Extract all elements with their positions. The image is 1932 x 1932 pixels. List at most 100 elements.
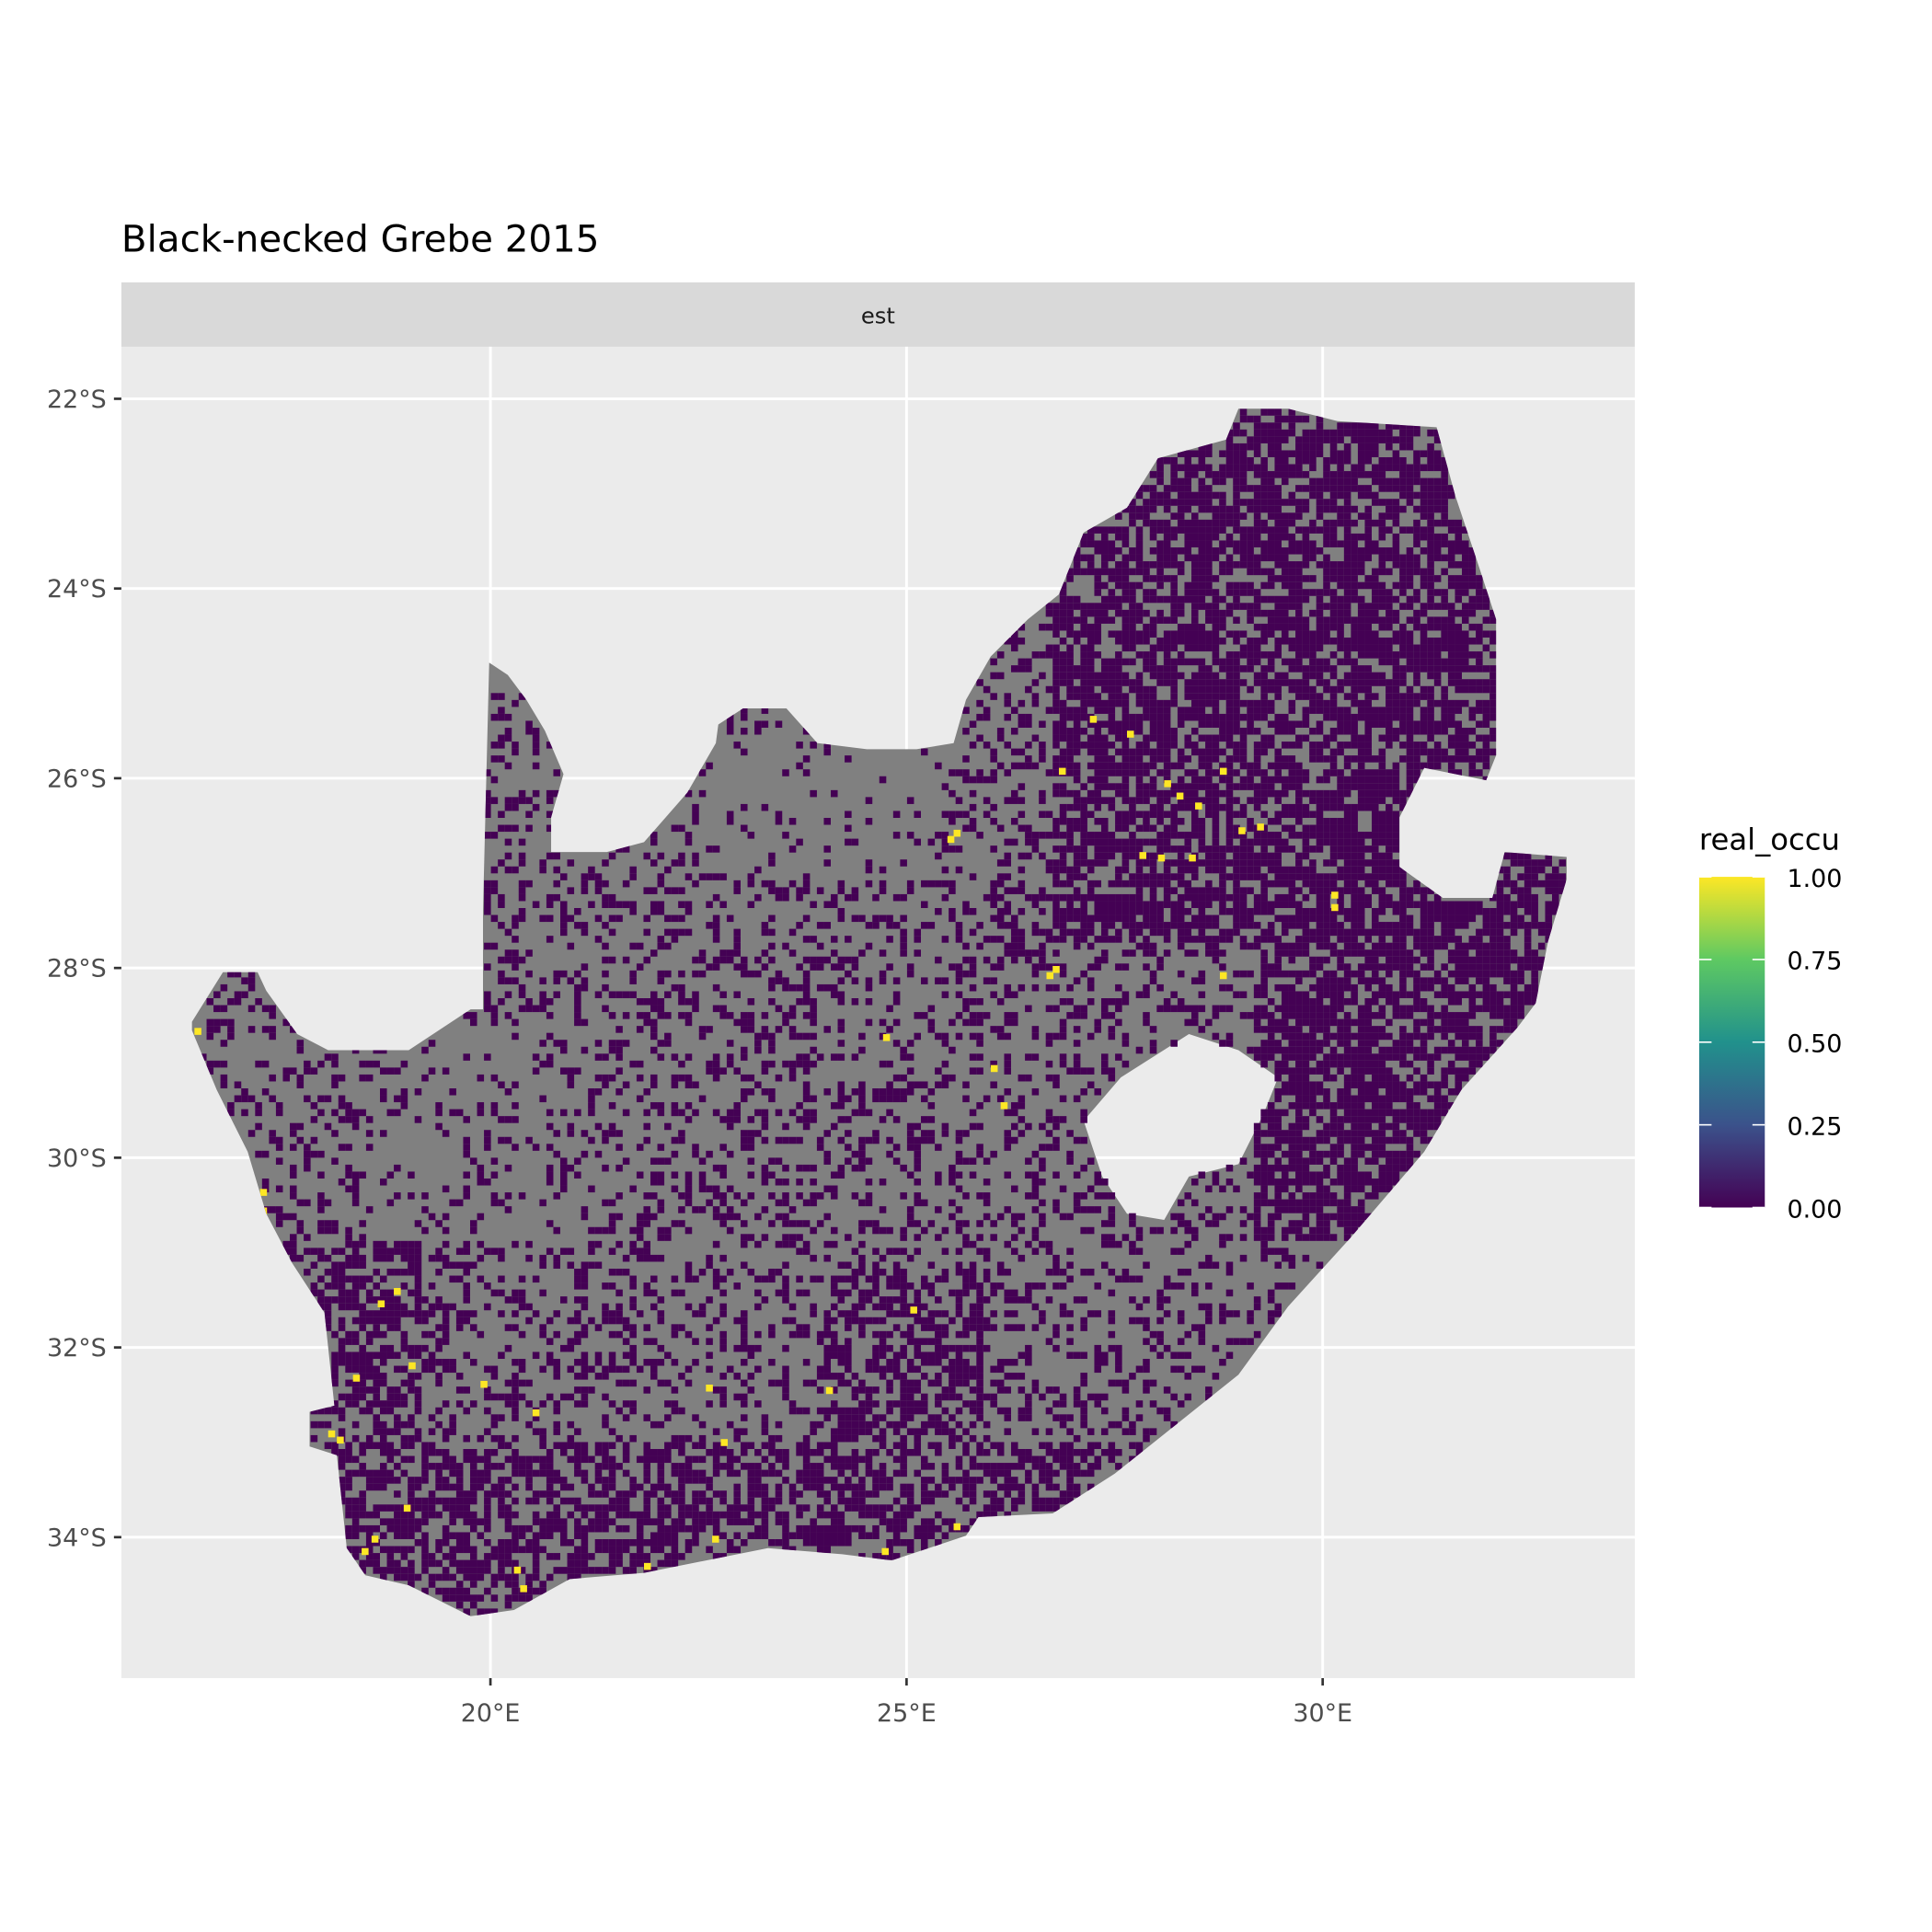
cell-low (1323, 887, 1330, 894)
cell-low (1018, 811, 1026, 818)
cell-low (1052, 832, 1060, 839)
cell-low (1357, 942, 1365, 950)
cell-low (1343, 845, 1351, 853)
cell-low (1219, 526, 1226, 534)
cell-low (1441, 1074, 1448, 1082)
cell-low (1399, 471, 1407, 478)
cell-low (1337, 977, 1344, 984)
cell-low (1239, 429, 1248, 437)
cell-low (1260, 832, 1268, 839)
cell-low (1052, 783, 1060, 790)
cell-low (1073, 873, 1081, 880)
cell-low (1143, 914, 1150, 923)
cell-low (1115, 679, 1122, 686)
cell-low (1343, 1060, 1351, 1068)
cell-low (1274, 963, 1282, 971)
cell-low (484, 963, 491, 971)
cell-low (1378, 776, 1386, 784)
cell-low (1433, 603, 1442, 610)
cell-low (1274, 762, 1282, 770)
cell-low (1433, 1053, 1442, 1061)
cell-low (1386, 734, 1393, 742)
cell-low (1372, 568, 1379, 576)
cell-low (1059, 803, 1067, 811)
cell-low (1219, 499, 1226, 506)
cell-low (1309, 485, 1317, 492)
cell-low (1198, 914, 1206, 923)
cell-low (1351, 477, 1358, 486)
cell-low (1413, 942, 1420, 950)
cell-low (692, 970, 699, 978)
cell-low (1386, 949, 1393, 957)
cell-low (359, 1060, 366, 1068)
cell-low (1129, 922, 1136, 929)
cell-low (1329, 914, 1338, 923)
cell-low (996, 824, 1005, 833)
cell-low (1282, 658, 1289, 666)
cell-low (1378, 789, 1386, 798)
cell-low (1073, 1026, 1081, 1033)
cell-low (1392, 505, 1400, 513)
cell-low (1357, 630, 1365, 638)
cell-low (1447, 1018, 1455, 1027)
cell-low (1372, 720, 1379, 728)
cell-low (1267, 679, 1275, 686)
cell-low (1295, 464, 1303, 472)
cell-low (1309, 859, 1317, 867)
cell-low (1545, 873, 1552, 880)
cell-low (706, 845, 713, 853)
cell-low (1233, 491, 1240, 500)
cell-low (1392, 727, 1400, 735)
cell-low (823, 748, 831, 756)
cell-low (1233, 477, 1240, 486)
cell-low (1309, 464, 1317, 472)
cell-low (1413, 742, 1420, 749)
cell-low (1302, 880, 1310, 888)
cell-low (512, 824, 519, 833)
cell-low (1378, 581, 1386, 590)
cell-low (1462, 616, 1469, 624)
cell-low (664, 970, 672, 978)
cell-low (1129, 748, 1136, 756)
cell-low (962, 1081, 970, 1088)
cell-low (941, 1032, 949, 1041)
cell-low (1329, 699, 1338, 707)
cell-low (768, 914, 776, 923)
cell-low (1427, 1018, 1434, 1027)
cell-low (684, 928, 693, 937)
cell-low (1045, 983, 1053, 992)
cell-low (906, 880, 914, 888)
cell-low (1378, 533, 1386, 541)
cell-low (1433, 1046, 1442, 1054)
cell-low (837, 908, 845, 915)
cell-low (1343, 811, 1351, 818)
cell-low (1121, 811, 1130, 818)
cell-low (1476, 658, 1483, 666)
cell-low (1039, 651, 1046, 659)
cell-low (1267, 1053, 1275, 1061)
cell-low (1351, 589, 1358, 596)
cell-low (1219, 776, 1226, 784)
cell-low (851, 838, 859, 846)
cell-low (1302, 638, 1310, 645)
cell-low (1482, 707, 1490, 714)
cell-low (1413, 519, 1420, 527)
cell-low (1399, 901, 1407, 908)
cell-low (553, 789, 560, 798)
cell-low (490, 776, 499, 784)
cell-low (546, 914, 554, 923)
cell-low (1115, 936, 1122, 943)
cell-low (1233, 638, 1240, 645)
cell-low (1129, 644, 1136, 652)
cell-low (560, 928, 568, 937)
cell-low (1163, 859, 1171, 867)
cell-low (1129, 713, 1136, 721)
cell-low (1302, 485, 1310, 492)
cell-low (1039, 742, 1046, 749)
cell-low (1170, 457, 1178, 465)
cell-low (1447, 679, 1455, 686)
cell-low (1156, 609, 1164, 617)
cell-low (1476, 575, 1483, 582)
cell-low (1482, 595, 1490, 604)
cell-low (1343, 616, 1351, 624)
